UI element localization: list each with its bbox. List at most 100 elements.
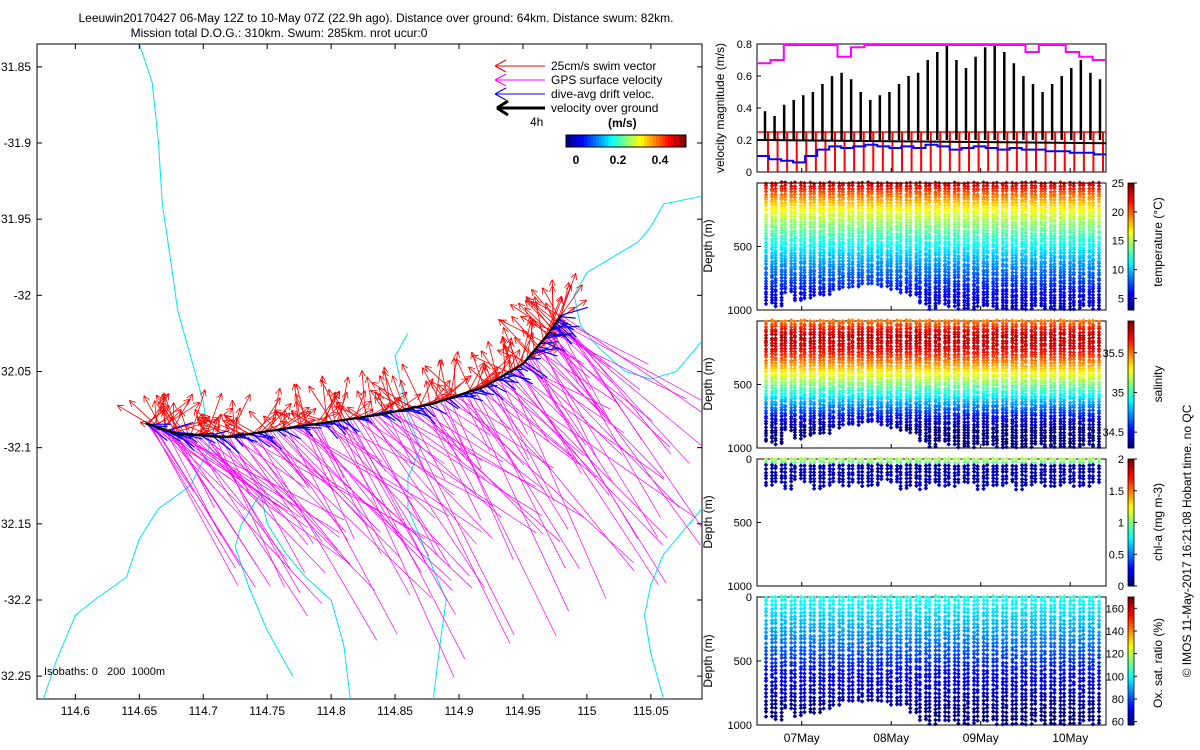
map-colorbar-cell [647,135,651,147]
swim-vector [508,341,516,369]
gps-vector [170,431,271,587]
swim-vector [391,375,405,410]
swim-vector [496,349,526,362]
data-point [769,284,775,289]
swim-vector [299,411,330,423]
drift-vector [255,432,276,439]
drift-vector [496,379,519,384]
drift-vector [509,371,533,385]
colorbar-tick-label: 5 [1118,293,1124,305]
velocity-y-ticks: 00.20.40.60.8 [737,39,761,179]
data-point [773,280,778,286]
swim-vector [162,402,186,435]
gps-vector [229,436,305,573]
velocity-y-tick-label: 0.2 [737,135,752,147]
colorbar-cell [1128,262,1134,266]
colorbar-cell [1128,225,1134,229]
data-point [779,256,784,261]
drift-vector [560,316,576,319]
gps-vector [557,320,690,464]
colorbar-cell [1128,201,1134,205]
isobath-line [643,508,702,699]
drift-vector [535,348,558,357]
map-y-tick-label: 32.05 [1,365,31,379]
data-point [779,297,784,303]
gps-vector [515,367,659,585]
map-x-tick-label: 115 [577,704,596,718]
map-colorbar-cell [578,135,582,147]
gps-vector [147,423,195,493]
map-colorbar-cell [605,135,609,147]
gps-vector [329,421,423,574]
gps-vector [214,436,285,588]
drift-speed-line [757,143,1106,164]
drift-vector [259,431,282,450]
map-colorbar-cell [656,135,660,147]
data-point [779,303,784,308]
data-point [779,275,784,280]
gps-vector [488,384,577,460]
gps-vector [200,435,294,506]
colorbar-cell [1128,267,1134,271]
data-point [769,281,775,287]
data-point [779,286,784,292]
map-colorbar-tick-0: 0 [573,153,580,167]
drift-vector [233,435,244,448]
gps-vector [528,357,639,540]
gps-vector [449,398,482,469]
colorbar-cell [1128,220,1134,223]
map-colorbar-cell [575,135,579,147]
data-point [769,267,775,272]
drift-vector [281,428,302,440]
velocity-y-tick-label: 0.8 [737,39,752,51]
gps-vector [257,432,432,599]
colorbar-cell [1128,251,1134,255]
colorbar-cell [1128,198,1134,202]
map-y-tick-label: 31.95 [1,212,31,226]
drift-vector [345,419,358,434]
map-colorbar-cell [602,135,606,147]
gps-vector [472,390,551,470]
gps-vector [429,404,477,494]
drift-vector [199,434,216,444]
map-colorbar-cell [620,135,624,147]
drift-vector [489,382,507,393]
map-y-tick-label: -32 [14,288,32,302]
data-point [773,304,778,309]
map-colorbar-cell [671,135,675,147]
data-point [782,278,788,284]
map-colorbar-cell [608,135,612,147]
map-colorbar-cell [638,135,642,147]
drift-vector [212,435,231,451]
swim-vector [308,385,333,422]
data-point [788,267,794,272]
gps-vector [507,372,607,599]
map-colorbar-cell [581,135,585,147]
gps-vector [460,394,491,452]
gps-vector [377,414,415,460]
map-colorbar-cell [611,135,615,147]
map-x-tick-label: 114.85 [377,704,413,718]
swim-vector [509,304,551,332]
gps-vector [532,352,558,409]
data-point [773,288,778,294]
drift-vector [541,340,566,352]
gps-vector [536,346,665,479]
colorbar-cell [1128,212,1134,216]
swim-vector [233,416,240,436]
colorbar-cell [1128,238,1134,242]
gps-vector [263,431,335,492]
drift-vector [537,345,553,351]
legend-item-drift: dive-avg drift veloc. [494,87,654,101]
gps-vector [443,399,514,560]
gps-vector [243,434,354,569]
gps-vector [175,433,215,508]
data-point [782,275,788,281]
swim-vector [471,355,510,373]
gps-vector [212,435,340,538]
map-colorbar-cell [590,135,594,147]
data-point [763,276,769,281]
